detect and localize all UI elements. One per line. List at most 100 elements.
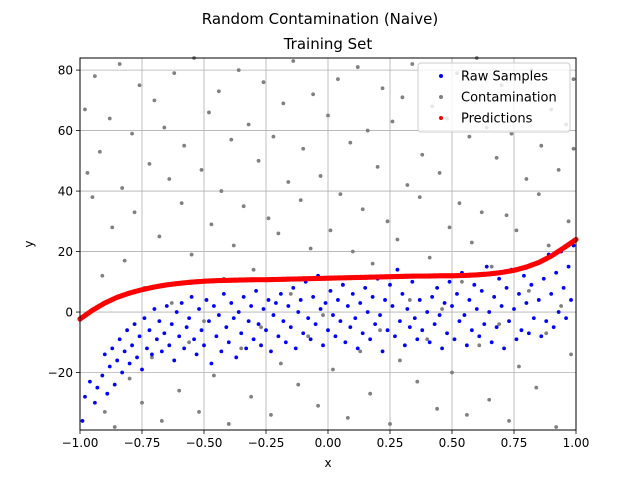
raw-sample-point (457, 319, 462, 324)
contamination-point (407, 298, 412, 302)
contamination-point (316, 403, 320, 408)
raw-sample-point (526, 331, 531, 336)
raw-sample-point (393, 334, 397, 339)
raw-sample-point (288, 325, 293, 330)
raw-sample-point (117, 337, 122, 342)
raw-sample-point (179, 301, 184, 305)
raw-sample-point (286, 304, 291, 308)
legend-label-contamination: Contamination (461, 91, 557, 106)
contamination-point (509, 131, 514, 136)
raw-sample-point (150, 352, 154, 357)
y-tick-label: −20 (48, 366, 73, 380)
contamination-point (97, 149, 102, 154)
raw-sample-point (345, 304, 350, 308)
raw-sample-point (306, 316, 311, 320)
raw-sample-point (489, 340, 494, 345)
contamination-point (296, 382, 301, 387)
raw-sample-point (281, 319, 286, 324)
raw-sample-point (296, 310, 301, 314)
contamination-point (311, 92, 316, 97)
raw-sample-point (224, 325, 229, 330)
contamination-point (534, 385, 539, 390)
contamination-point (197, 409, 201, 414)
raw-sample-point (383, 298, 387, 302)
raw-sample-point (172, 358, 177, 363)
raw-sample-point (333, 334, 338, 339)
raw-sample-point (539, 334, 544, 339)
raw-sample-point (432, 322, 437, 327)
raw-sample-point (514, 337, 519, 342)
raw-sample-point (561, 285, 566, 290)
contamination-point (427, 255, 432, 260)
raw-sample-point (291, 285, 296, 290)
raw-sample-point (169, 322, 174, 327)
contamination-point (469, 240, 474, 245)
raw-sample-point (328, 288, 333, 293)
contamination-point (167, 177, 172, 181)
raw-sample-point (209, 361, 214, 366)
contamination-point (226, 422, 231, 426)
raw-sample-point (474, 307, 479, 311)
contamination-point (157, 234, 162, 239)
raw-sample-point (157, 319, 162, 324)
contamination-point (370, 261, 375, 266)
raw-sample-point (544, 319, 549, 324)
raw-sample-point (541, 276, 546, 281)
contamination-point (127, 376, 132, 381)
raw-sample-point (402, 343, 407, 348)
contamination-point (417, 195, 422, 200)
contamination-point (497, 322, 502, 327)
x-tick-label: −1.00 (62, 436, 99, 450)
raw-sample-point (464, 343, 469, 348)
contamination-point (266, 216, 271, 221)
raw-sample-point (519, 328, 524, 333)
legend-box (417, 62, 571, 133)
raw-sample-point (469, 328, 474, 333)
contamination-point (390, 119, 395, 124)
raw-sample-point (202, 343, 206, 348)
contamination-point (400, 95, 405, 100)
x-tick-label: −0.75 (124, 436, 161, 450)
contamination-point (477, 343, 482, 348)
raw-sample-point (125, 328, 130, 333)
raw-sample-point (378, 313, 382, 317)
raw-sample-point (358, 301, 363, 305)
raw-sample-point (174, 310, 179, 314)
raw-sample-point (214, 334, 219, 339)
contamination-point (507, 419, 511, 423)
raw-sample-point (484, 264, 489, 269)
raw-sample-point (159, 349, 164, 354)
contamination-point (152, 98, 157, 103)
contamination-point (308, 246, 313, 251)
raw-sample-point (152, 307, 157, 311)
contamination-point (355, 65, 360, 69)
contamination-point (365, 128, 370, 133)
raw-sample-point (192, 337, 196, 342)
contamination-point (368, 391, 373, 396)
contamination-point (83, 107, 87, 112)
contamination-point (571, 146, 576, 151)
raw-sample-point (529, 282, 534, 287)
raw-sample-point (219, 349, 224, 354)
contamination-point (251, 267, 256, 272)
raw-sample-point (145, 346, 149, 351)
contamination-point (107, 116, 112, 121)
raw-sample-point (105, 391, 110, 396)
raw-sample-point (390, 304, 395, 308)
raw-sample-point (477, 334, 482, 339)
raw-sample-point (479, 288, 484, 293)
x-tick-label: 0.50 (439, 436, 466, 450)
raw-sample-point (283, 340, 288, 345)
contamination-point (169, 301, 174, 305)
contamination-point (256, 158, 261, 163)
raw-sample-point (115, 358, 120, 363)
contamination-point (229, 137, 234, 142)
contamination-point (177, 388, 182, 393)
raw-sample-point (140, 367, 144, 372)
raw-sample-point (266, 298, 271, 302)
raw-sample-point (388, 282, 392, 287)
raw-sample-point (507, 319, 511, 324)
contamination-point (298, 198, 303, 203)
raw-sample-point (239, 331, 244, 336)
